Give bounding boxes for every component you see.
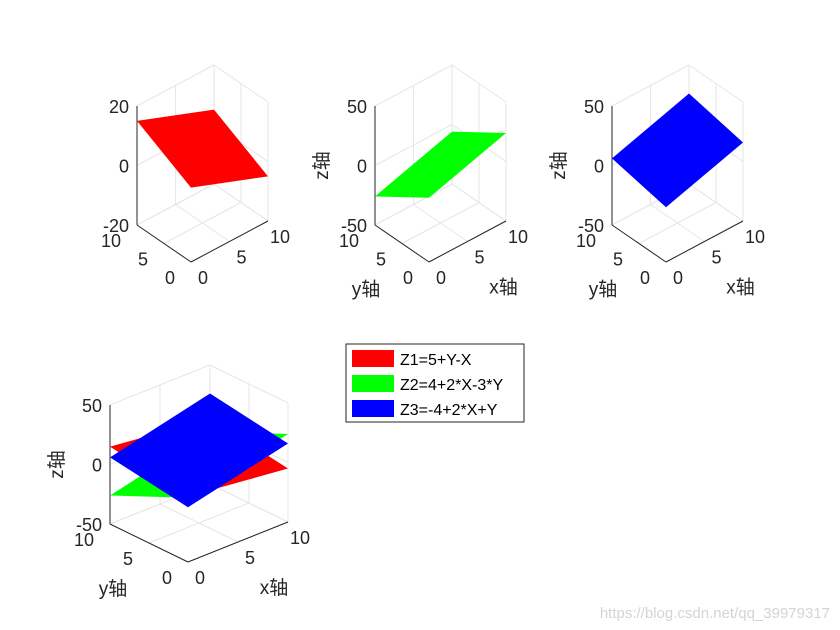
z-tick-label: 0	[594, 157, 604, 177]
y-axis-label: y轴	[589, 279, 618, 301]
x-tick-label: 0	[673, 268, 683, 288]
y-axis-line	[374, 224, 430, 263]
x-tick-label: 0	[436, 268, 446, 288]
y-tick-label: 0	[403, 268, 413, 288]
grid-line	[688, 64, 744, 103]
grid-line	[374, 183, 453, 226]
grid-line	[611, 64, 690, 107]
z-tick-label: 0	[92, 456, 102, 476]
grid-line	[638, 202, 717, 244]
surface-1-1	[137, 109, 268, 188]
grid-line	[451, 183, 507, 222]
x-tick-label: 0	[195, 568, 205, 588]
y-tick-label: 0	[640, 268, 650, 288]
y-axis-line	[611, 224, 667, 263]
legend-swatch-z3	[352, 400, 394, 417]
y-tick-label: 10	[101, 231, 121, 251]
y-tick-label: 5	[376, 250, 386, 270]
x-axis-line	[665, 220, 744, 263]
x-tick-label: 10	[508, 227, 528, 247]
grid-line	[374, 124, 453, 166]
y-axis-label: y轴	[352, 279, 381, 301]
grid-line	[209, 364, 289, 404]
z-tick-label: -50	[341, 216, 367, 236]
x-axis-line	[428, 220, 507, 263]
legend-label-z3: Z3=-4+2*X+Y	[400, 402, 498, 419]
grid-line	[401, 202, 480, 244]
x-axis-line	[190, 220, 269, 263]
z-tick-label: -20	[103, 216, 129, 236]
z-axis-label: z轴	[46, 450, 68, 479]
y-tick-label: 10	[339, 231, 359, 251]
y-axis-line	[109, 523, 189, 563]
y-tick-label: 0	[162, 568, 172, 588]
x-axis-line	[187, 521, 289, 563]
x-tick-label: 10	[290, 528, 310, 548]
z-axis-label: z轴	[548, 151, 570, 180]
y-tick-label: 10	[576, 231, 596, 251]
x-axis-label: x轴	[489, 277, 518, 299]
z-tick-label: 0	[119, 157, 129, 177]
legend-label-z2: Z2=4+2*X-3*Y	[400, 377, 504, 394]
z-tick-label: 0	[357, 157, 367, 177]
grid-line	[451, 64, 507, 103]
z-axis-label: z轴	[311, 151, 333, 180]
y-tick-label: 0	[165, 268, 175, 288]
y-tick-label: 5	[613, 250, 623, 270]
grid-line	[163, 202, 242, 244]
grid-line	[136, 183, 215, 226]
x-tick-label: 0	[198, 268, 208, 288]
z-tick-label: 20	[109, 97, 129, 117]
legend: Z1=5+Y-X Z2=4+2*X-3*Y Z3=-4+2*X+Y	[345, 343, 525, 423]
y-axis-line	[136, 224, 192, 263]
x-tick-label: 10	[270, 227, 290, 247]
grid-line	[136, 64, 215, 107]
y-axis-label: y轴	[99, 578, 128, 600]
grid-line	[148, 502, 250, 544]
x-tick-label: 10	[745, 227, 765, 247]
grid-line	[688, 183, 744, 222]
grid-line	[213, 183, 269, 222]
x-axis-label: x轴	[260, 577, 289, 599]
grid-line	[109, 364, 211, 406]
z-tick-label: -50	[578, 216, 604, 236]
z-tick-label: 50	[584, 97, 604, 117]
surface-4-3	[110, 393, 288, 508]
legend-swatch-z2	[352, 375, 394, 392]
x-tick-label: 5	[711, 248, 721, 268]
watermark-text: https://blog.csdn.net/qq_39979317	[599, 605, 830, 622]
x-axis-label: x轴	[726, 277, 755, 299]
y-tick-label: 5	[138, 250, 148, 270]
x-tick-label: 5	[474, 248, 484, 268]
x-tick-label: 5	[245, 548, 255, 568]
grid-line	[209, 483, 289, 523]
grid-line	[213, 64, 269, 103]
x-tick-label: 5	[236, 248, 246, 268]
y-tick-label: 5	[123, 549, 133, 569]
z-tick-label: -50	[76, 515, 102, 535]
legend-swatch-z1	[352, 350, 394, 367]
y-tick-label: 10	[74, 530, 94, 550]
subplots: 05100510-2002005100510-50050x轴y轴z轴051005…	[46, 64, 765, 600]
legend-label-z1: Z1=5+Y-X	[400, 352, 472, 369]
z-tick-label: 50	[82, 396, 102, 416]
surface-2-1	[375, 131, 506, 198]
grid-line	[374, 64, 453, 107]
surface-3-1	[612, 93, 743, 208]
z-tick-label: 50	[347, 97, 367, 117]
